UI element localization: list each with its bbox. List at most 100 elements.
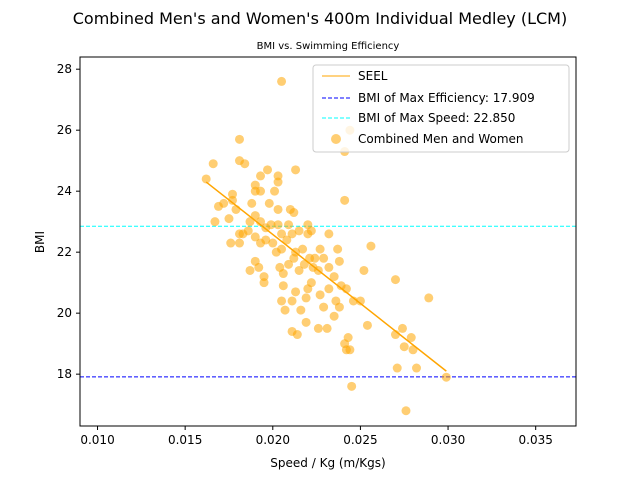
data-point [282,235,292,245]
legend-label-points: Combined Men and Women [358,132,524,146]
data-point [401,406,411,416]
data-point [278,281,288,291]
data-point [399,342,409,352]
data-point [291,287,301,297]
legend-label-seel: SEEL [358,69,388,83]
data-point [315,290,325,300]
data-point [299,259,309,269]
data-point [291,165,301,175]
plot-frame [79,56,577,427]
data-point [289,253,299,263]
data-point [298,244,308,254]
data-point [324,229,334,239]
y-tick-label: 18 [57,367,72,381]
data-point [256,171,266,181]
data-point [296,305,306,315]
data-point [294,265,304,275]
x-tick-label: 0.035 [519,433,553,447]
data-point [324,284,334,294]
x-tick-label: 0.020 [256,433,290,447]
x-tick-label: 0.015 [168,433,202,447]
data-point [343,333,353,343]
data-point [210,217,220,227]
data-point [250,232,260,242]
data-point [397,323,407,333]
x-tick-label: 0.025 [343,433,377,447]
data-point [284,259,294,269]
data-point [259,278,269,288]
data-point [424,293,434,303]
reference-lines [80,225,576,378]
data-point [278,269,288,279]
y-tick-label: 28 [57,62,72,76]
data-point [273,204,283,214]
chart-subtitle: BMI vs. Swimming Efficiency [257,41,400,52]
y-tick-label: 26 [57,123,72,137]
y-axis: 18 20 22 24 26 28 [57,62,80,381]
data-point [348,296,358,306]
data-point [313,323,323,333]
seel-line [205,181,447,372]
data-point [347,381,357,391]
data-point [319,253,329,263]
data-point [224,214,234,224]
y-tick-label: 24 [57,184,72,198]
x-axis-label: Speed / Kg (m/Kgs) [270,456,385,470]
data-point [305,253,315,263]
data-point [292,330,302,340]
legend: SEEL BMI of Max Efficiency: 17.909 BMI o… [312,64,570,153]
data-point [268,238,278,248]
x-axis: 0.010 0.015 0.020 0.025 0.030 0.035 [80,426,553,447]
data-point [263,165,273,175]
data-point [254,262,264,272]
data-point [345,345,355,355]
data-point [226,238,236,248]
data-point [340,195,350,205]
data-point [289,208,299,218]
seel-line-group [205,181,447,372]
data-point [306,278,316,288]
data-point [273,220,283,230]
data-point [240,159,250,169]
y-axis-label: BMI [33,231,47,253]
data-point [270,186,280,196]
chart-title: Combined Men's and Women's 400m Individu… [73,9,567,28]
data-point [390,275,400,285]
data-point [273,177,283,187]
data-point [287,296,297,306]
data-point [284,220,294,230]
data-point [329,311,339,321]
data-point [303,229,313,239]
data-point [208,159,218,169]
x-tick-label: 0.010 [80,433,114,447]
data-point [227,195,237,205]
y-tick-label: 20 [57,306,72,320]
data-point [334,256,344,266]
scatter-points [201,76,451,416]
legend-label-max-speed: BMI of Max Speed: 22.850 [358,111,515,125]
data-point [359,265,369,275]
data-point [334,302,344,312]
data-point [287,229,297,239]
data-point [333,244,343,254]
data-point [319,302,329,312]
data-point [277,229,287,239]
data-point [392,363,402,373]
data-point [329,272,339,282]
legend-swatch-points [331,134,341,144]
legend-label-max-efficiency: BMI of Max Efficiency: 17.909 [358,91,535,105]
data-point [322,323,332,333]
data-point [264,198,274,208]
data-point [245,217,255,227]
data-point [243,226,253,236]
data-point [280,305,290,315]
data-point [245,265,255,275]
data-point [261,235,271,245]
data-point [277,76,287,86]
data-point [301,317,311,327]
data-point [412,363,422,373]
data-point [277,244,287,254]
data-point [247,198,257,208]
data-point [234,238,244,248]
